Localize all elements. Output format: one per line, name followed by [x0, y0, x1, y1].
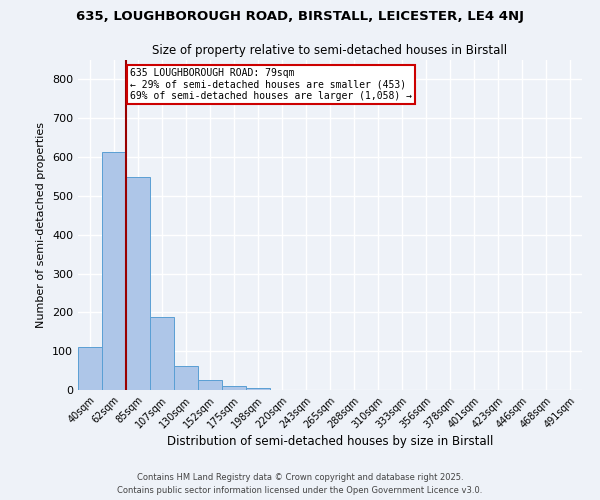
Y-axis label: Number of semi-detached properties: Number of semi-detached properties [37, 122, 46, 328]
Bar [222, 386, 246, 390]
X-axis label: Distribution of semi-detached houses by size in Birstall: Distribution of semi-detached houses by … [167, 436, 493, 448]
Bar [150, 317, 174, 390]
Bar [174, 366, 198, 390]
Text: 635 LOUGHBOROUGH ROAD: 79sqm
← 29% of semi-detached houses are smaller (453)
69%: 635 LOUGHBOROUGH ROAD: 79sqm ← 29% of se… [130, 68, 412, 101]
Bar [246, 388, 270, 390]
Title: Size of property relative to semi-detached houses in Birstall: Size of property relative to semi-detach… [152, 44, 508, 58]
Text: Contains HM Land Registry data © Crown copyright and database right 2025.
Contai: Contains HM Land Registry data © Crown c… [118, 474, 482, 495]
Bar [102, 152, 126, 390]
Bar [78, 348, 102, 390]
Text: 635, LOUGHBOROUGH ROAD, BIRSTALL, LEICESTER, LE4 4NJ: 635, LOUGHBOROUGH ROAD, BIRSTALL, LEICES… [76, 10, 524, 23]
Bar [198, 380, 222, 390]
Bar [126, 177, 150, 390]
